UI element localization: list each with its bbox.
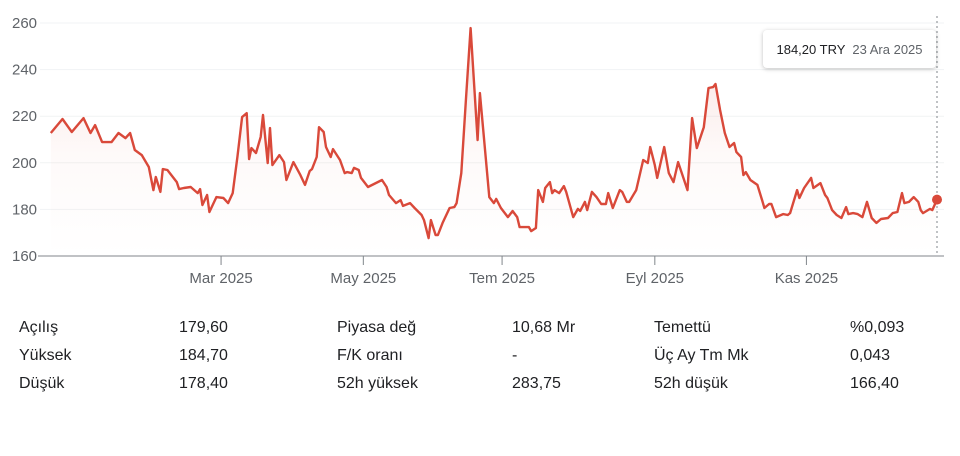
stat-label-low: Düşük [19, 375, 65, 392]
stat-value-high: 184,70 [179, 347, 228, 364]
tooltip-price: 184,20 TRY [776, 41, 846, 57]
tooltip-date: 23 Ara 2025 [852, 41, 923, 57]
stat-value-quarterly-div: 0,043 [850, 347, 891, 364]
y-tick-label: 240 [12, 62, 37, 79]
x-tick-label: May 2025 [330, 270, 396, 287]
x-tick-label: Eyl 2025 [626, 270, 684, 287]
stat-value-dividend: %0,093 [850, 319, 905, 336]
stat-label-open: Açılış [19, 319, 59, 336]
stat-label-high: Yüksek [19, 347, 72, 364]
stat-value-52w-low: 166,40 [850, 375, 899, 392]
stat-value-pe-ratio: - [512, 347, 518, 364]
stat-value-52w-high: 283,75 [512, 375, 561, 392]
current-price-dot[interactable] [932, 194, 943, 205]
price-tooltip: 184,20 TRY 23 Ara 2025 [763, 30, 936, 68]
x-tick-label: Tem 2025 [469, 270, 535, 287]
stat-label-pe-ratio: F/K oranı [337, 347, 403, 364]
y-tick-label: 200 [12, 155, 37, 172]
stat-label-market-cap: Piyasa değ [337, 319, 417, 336]
y-tick-label: 180 [12, 201, 37, 218]
y-tick-label: 260 [12, 15, 37, 32]
price-line [49, 26, 939, 240]
x-tick-label: Mar 2025 [189, 270, 252, 287]
stat-label-quarterly-div: Üç Ay Tm Mk [654, 347, 749, 364]
stat-value-low: 178,40 [179, 375, 228, 392]
y-tick-label: 220 [12, 108, 37, 125]
y-tick-label: 160 [12, 248, 37, 265]
stat-value-market-cap: 10,68 Mr [512, 319, 576, 336]
price-chart[interactable]: 160 180 200 220 240 260 Mar 2025 May 2025 Tem 2… [0, 0, 960, 300]
x-tick-label: Kas 2025 [775, 270, 838, 287]
stat-value-open: 179,60 [179, 319, 228, 336]
stat-label-52w-high: 52h yüksek [337, 375, 418, 392]
stat-label-52w-low: 52h düşük [654, 375, 728, 392]
stat-label-dividend: Temettü [654, 319, 711, 336]
